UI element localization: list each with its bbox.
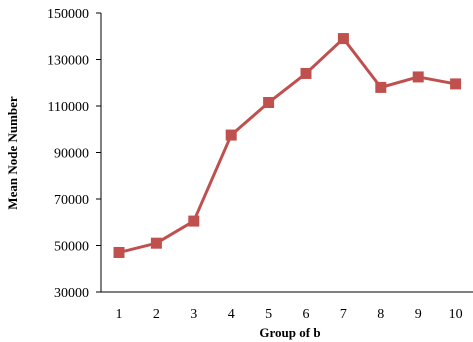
- y-axis-title: Mean Node Number: [5, 96, 20, 210]
- data-point-marker: [150, 237, 162, 249]
- data-point-marker: [337, 33, 349, 45]
- data-point-marker: [412, 71, 424, 83]
- x-tick-label: 2: [153, 307, 160, 322]
- y-tick-label: 130000: [47, 54, 89, 69]
- x-tick-label: 7: [340, 307, 347, 322]
- x-tick-label: 9: [415, 307, 422, 322]
- x-axis-title: Group of b: [259, 325, 320, 340]
- y-axis-ticks: 30000 50000 70000 90000 110000 130000 150000: [47, 7, 101, 301]
- data-point-marker: [450, 78, 462, 90]
- data-point-marker: [375, 81, 387, 93]
- y-tick-label: 50000: [54, 240, 89, 255]
- y-tick-label: 30000: [54, 286, 89, 301]
- data-point-marker: [113, 246, 125, 258]
- series-group: [113, 33, 462, 258]
- y-tick-label: 70000: [54, 193, 89, 208]
- series-line: [118, 37, 456, 254]
- x-tick-label: 8: [377, 307, 384, 322]
- y-tick-label: 110000: [48, 100, 89, 115]
- x-tick-label: 5: [265, 307, 272, 322]
- x-tick-label: 3: [190, 307, 197, 322]
- data-point-marker: [263, 97, 275, 109]
- x-axis-ticks: 1 2 3 4 5 6 7 8 9 10: [116, 307, 463, 322]
- x-tick-label: 4: [228, 307, 235, 322]
- data-point-marker: [300, 67, 312, 79]
- y-tick-label: 150000: [47, 7, 89, 22]
- data-point-marker: [188, 215, 200, 227]
- axes: [100, 13, 473, 293]
- y-tick-label: 90000: [54, 147, 89, 162]
- x-tick-label: 10: [449, 307, 463, 322]
- x-tick-label: 6: [303, 307, 310, 322]
- x-tick-label: 1: [116, 307, 123, 322]
- data-point-marker: [225, 129, 237, 141]
